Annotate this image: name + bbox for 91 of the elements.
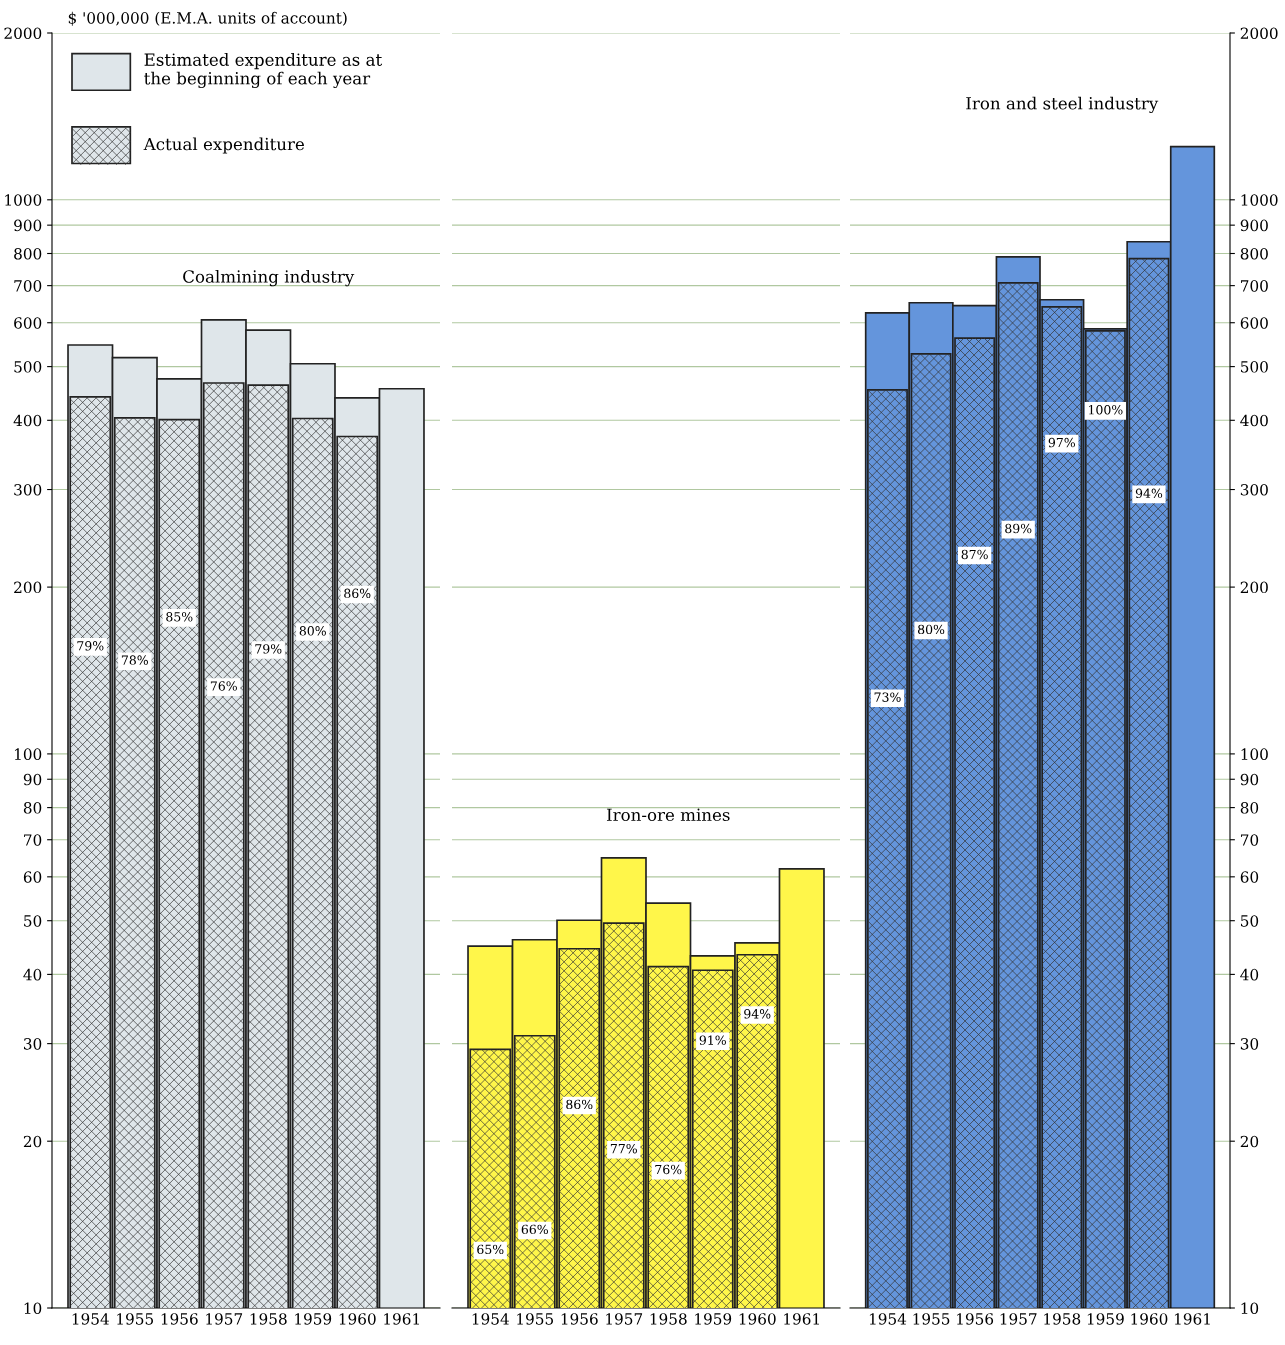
x-tick-label: 1959: [1087, 1313, 1124, 1325]
x-tick-label: 1954: [472, 1313, 509, 1325]
y-tick-label: 200: [1240, 581, 1268, 594]
legend-label: Actual expenditure: [143, 137, 304, 154]
y-tick-label: 2000: [1240, 27, 1278, 40]
x-tick-label: 1960: [339, 1313, 376, 1325]
y-tick-label: 20: [23, 1135, 42, 1148]
y-tick-label: 200: [14, 581, 42, 594]
text: Coalmining industry: [183, 269, 355, 287]
y-tick-label: 100: [1241, 748, 1268, 760]
legend-label: Estimated expenditure as at the beginning of each year: [144, 53, 383, 89]
x-tick-label: 1960: [739, 1313, 776, 1325]
y-tick-label: 60: [23, 871, 42, 883]
y-tick-label: 60: [1240, 871, 1259, 883]
annotation: 80%: [299, 626, 326, 636]
y-tick-label: 1000: [5, 194, 42, 206]
x-tick-label: 1959: [695, 1313, 732, 1325]
y-tick-label: 600: [14, 317, 42, 329]
annotation: 80%: [918, 624, 945, 635]
annotation: 91%: [699, 1035, 726, 1045]
annotation: 65%: [477, 1244, 504, 1255]
annotation: 77%: [610, 1143, 637, 1154]
y-tick-label: 20: [1240, 1135, 1259, 1148]
y-tick-label: 70: [1241, 834, 1259, 846]
y-tick-label: 600: [1240, 317, 1268, 329]
y-tick-label: 50: [1241, 915, 1259, 927]
y-tick-label: 700: [1241, 280, 1268, 292]
x-tick-label: 1961: [384, 1313, 419, 1325]
annotation: 97%: [1048, 437, 1075, 448]
y-tick-label: 900: [14, 219, 42, 232]
x-tick-label: 1958: [250, 1313, 287, 1325]
annotation: 79%: [255, 644, 282, 654]
y-tick-label: 2000: [4, 27, 42, 40]
y-tick-label: 800: [14, 247, 42, 260]
y-tick-label: 400: [1240, 414, 1268, 427]
y-tick-label: 90: [23, 773, 42, 786]
y-tick-label: 300: [14, 483, 42, 496]
y-tick-label: 90: [1240, 773, 1259, 786]
y-tick-label: 70: [24, 834, 42, 846]
y-axis-title: $ '000,000 (E.M.A. units of account): [68, 11, 347, 26]
annotation: 79%: [77, 641, 104, 651]
annotation: 73%: [874, 692, 901, 702]
x-tick-label: 1954: [72, 1313, 109, 1325]
x-tick-label: 1956: [957, 1313, 994, 1325]
annotation: 89%: [1005, 523, 1032, 534]
y-tick-label: 40: [23, 968, 42, 981]
annotation: 76%: [655, 1164, 682, 1175]
annotation: 100%: [1089, 405, 1123, 415]
x-tick-label: 1960: [1131, 1313, 1168, 1325]
y-tick-label: 400: [13, 414, 42, 427]
y-tick-label: 80: [1240, 802, 1259, 814]
text: Iron-ore mines: [606, 808, 730, 822]
x-tick-label: 1956: [561, 1313, 598, 1325]
annotation: 94%: [744, 1009, 771, 1019]
y-tick-label: 700: [14, 280, 42, 292]
x-tick-label: 1957: [606, 1313, 643, 1325]
x-tick-label: 1958: [1044, 1313, 1081, 1325]
annotation: 94%: [1135, 488, 1163, 499]
y-tick-label: 80: [23, 802, 42, 814]
y-tick-label: 300: [1240, 483, 1268, 496]
x-tick-label: 1954: [869, 1313, 907, 1325]
y-tick-label: 800: [1240, 247, 1268, 260]
y-tick-label: 1000: [1241, 194, 1278, 206]
annotation: 76%: [210, 681, 237, 691]
x-tick-label: 1961: [784, 1313, 819, 1325]
y-tick-label: 40: [1240, 968, 1259, 981]
annotation: 66%: [521, 1224, 548, 1235]
y-tick-label: 900: [1240, 219, 1268, 232]
y-tick-label: 500: [1241, 361, 1268, 373]
x-tick-label: 1957: [1000, 1313, 1037, 1325]
annotation: 86%: [344, 588, 371, 599]
annotation: 86%: [566, 1099, 593, 1110]
x-tick-label: 1961: [1174, 1313, 1210, 1325]
annotation: 85%: [166, 612, 193, 622]
y-tick-label: 500: [14, 361, 42, 373]
x-tick-label: 1956: [161, 1313, 198, 1325]
annotation: 87%: [961, 549, 988, 560]
y-tick-label: 30: [1240, 1038, 1259, 1050]
y-tick-label: 10: [1241, 1302, 1259, 1315]
y-tick-label: 10: [24, 1302, 42, 1315]
text: Iron and steel industry: [966, 96, 1159, 114]
x-tick-label: 1955: [517, 1313, 554, 1325]
y-tick-label: 30: [24, 1038, 42, 1050]
x-tick-label: 1955: [913, 1313, 950, 1325]
x-tick-label: 1957: [206, 1313, 243, 1325]
x-tick-label: 1959: [295, 1313, 332, 1325]
x-tick-label: 1955: [117, 1313, 154, 1325]
x-tick-label: 1958: [650, 1313, 687, 1325]
annotation: 78%: [121, 655, 148, 665]
y-tick-label: 50: [24, 915, 42, 927]
y-tick-label: 100: [14, 748, 42, 760]
